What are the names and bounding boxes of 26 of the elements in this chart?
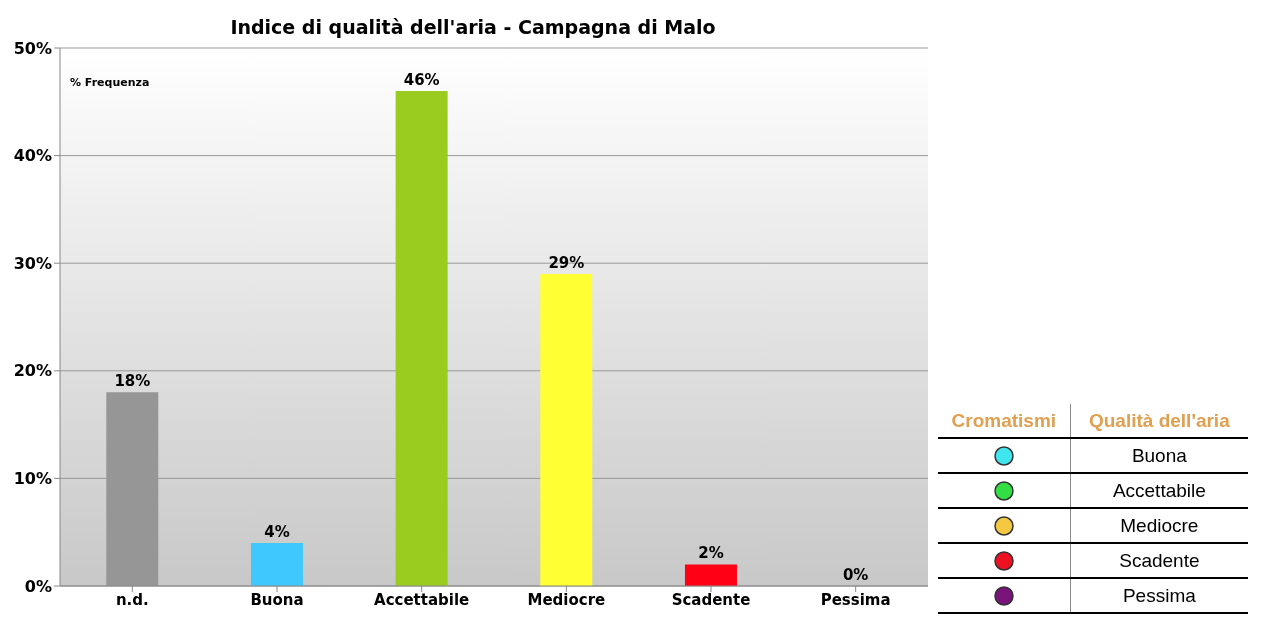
text: Scadente — [1070, 543, 1248, 578]
y-tick-label: 20% — [13, 361, 52, 381]
y-tick-label: 10% — [13, 469, 52, 489]
data-label: 4% — [264, 522, 290, 541]
y-tick-label: 0% — [24, 576, 52, 596]
text: Mediocre — [1070, 508, 1248, 543]
chart-title: Indice di qualità dell'aria - Campagna di Malo — [229, 16, 717, 38]
y-axis-title: % Frequenza — [70, 76, 150, 89]
y-tick-label: 40% — [13, 146, 52, 166]
text: Qualità dell'aria — [1070, 404, 1248, 438]
data-label: 18% — [114, 372, 151, 391]
x-tick-label: Scadente — [671, 590, 751, 609]
x-tick-label: Mediocre — [527, 590, 606, 609]
text: Accettabile — [1070, 473, 1248, 508]
x-tick-label: n.d. — [115, 590, 149, 609]
text: Buona — [1070, 438, 1248, 473]
y-tick-label: 50% — [13, 38, 52, 58]
x-tick-label: Buona — [250, 590, 304, 609]
data-label: 29% — [548, 253, 585, 272]
data-label: 2% — [698, 544, 724, 563]
x-tick-label: Pessima — [820, 590, 891, 609]
data-label: 0% — [842, 566, 869, 584]
text: Cromatismi — [938, 404, 1071, 438]
x-tick-label: Accettabile — [374, 590, 470, 609]
data-label: 46% — [403, 71, 440, 90]
y-tick-label: 30% — [13, 253, 52, 273]
